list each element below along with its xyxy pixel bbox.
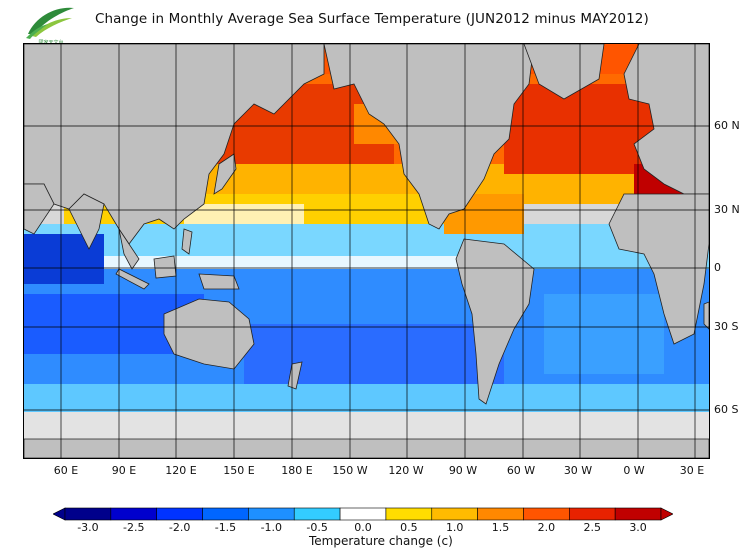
land-australia bbox=[163, 298, 255, 370]
land-layer bbox=[24, 44, 709, 458]
lon-label-90w: 90 W bbox=[448, 464, 478, 477]
land-new-zealand bbox=[287, 361, 303, 390]
colorbar-tick-label: 1.0 bbox=[445, 521, 464, 534]
colorbar-tick-label: 2.0 bbox=[537, 521, 556, 534]
land-europe bbox=[623, 44, 709, 195]
land-asia bbox=[24, 44, 325, 245]
colorbar-tick-label: 3.0 bbox=[629, 521, 647, 534]
observatory-logo: 國家天文台 bbox=[22, 4, 80, 46]
colorbar-swatch bbox=[64, 507, 112, 521]
land-philippines bbox=[181, 228, 193, 255]
map-canvas bbox=[24, 44, 709, 458]
lon-label-120e: 120 E bbox=[165, 464, 197, 477]
land-north-america bbox=[323, 44, 535, 230]
colorbar-tick-label: -1.0 bbox=[260, 521, 283, 534]
colorbar-swatch bbox=[523, 507, 570, 521]
colorbar-tick-label: 1.5 bbox=[491, 521, 510, 534]
svg-text:國家天文台: 國家天文台 bbox=[38, 39, 63, 46]
land-africa bbox=[608, 193, 709, 345]
land-new-guinea bbox=[198, 273, 240, 290]
lat-label-30s: 30 S bbox=[714, 320, 739, 333]
colorbar-swatch bbox=[385, 507, 433, 521]
colorbar-tick-label: -0.5 bbox=[306, 521, 328, 534]
lon-label-0w: 0 W bbox=[623, 464, 645, 477]
lon-label-120w: 120 W bbox=[388, 464, 424, 477]
colorbar-swatch bbox=[569, 507, 616, 521]
land-india bbox=[68, 193, 105, 250]
lon-label-60w: 60 W bbox=[506, 464, 536, 477]
lat-label-30n: 30 N bbox=[714, 203, 740, 216]
graticule bbox=[24, 44, 709, 458]
colorbar-swatch bbox=[477, 507, 524, 521]
colorbar-title: Temperature change (c) bbox=[309, 534, 453, 548]
colorbar-tick-label: -2.0 bbox=[168, 521, 191, 534]
colorbar-swatch bbox=[339, 507, 387, 521]
colorbar-tick-label: -1.5 bbox=[214, 521, 237, 534]
south-pacific-cold bbox=[244, 324, 504, 394]
lon-label-150w: 150 W bbox=[332, 464, 368, 477]
colorbar-swatch bbox=[248, 507, 295, 521]
land-antarctica bbox=[24, 438, 709, 458]
lat-label-60s: 60 S bbox=[714, 403, 739, 416]
lon-label-180e: 180 E bbox=[281, 464, 313, 477]
sst-change-map bbox=[23, 43, 710, 459]
colorbar-swatch bbox=[293, 507, 341, 521]
lon-label-30e: 30 E bbox=[679, 464, 705, 477]
land-sumatra bbox=[115, 268, 150, 290]
lon-label-150e: 150 E bbox=[223, 464, 255, 477]
chart-title: Change in Monthly Average Sea Surface Te… bbox=[95, 11, 649, 27]
colorbar-tick-label: 0.0 bbox=[354, 521, 372, 534]
land-indochina bbox=[118, 228, 140, 270]
leaf-swoosh-logo-icon: 國家天文台 bbox=[26, 7, 74, 46]
land-japan bbox=[213, 153, 237, 195]
lon-label-30w: 30 W bbox=[563, 464, 593, 477]
south-atlantic bbox=[544, 294, 664, 374]
colorbar-swatch bbox=[110, 507, 157, 521]
land-south-america bbox=[455, 238, 535, 405]
lat-label-equator: 0 bbox=[714, 261, 721, 274]
lon-label-60e: 60 E bbox=[53, 464, 79, 477]
southern-ocean-light bbox=[24, 384, 709, 414]
colorbar-max-arrow bbox=[660, 507, 673, 521]
colorbar-min-arrow bbox=[53, 507, 66, 521]
land-borneo bbox=[153, 255, 177, 279]
lon-label-90e: 90 E bbox=[111, 464, 137, 477]
colorbar-swatch bbox=[614, 507, 662, 521]
colorbar-tick-label: 2.5 bbox=[583, 521, 601, 534]
temperature-colorbar bbox=[53, 507, 673, 521]
land-greenland bbox=[523, 44, 605, 100]
land-madagascar bbox=[703, 301, 709, 330]
land-arabia bbox=[24, 183, 55, 235]
colorbar-tick-label: -2.5 bbox=[123, 521, 145, 534]
colorbar-tick-label: 0.5 bbox=[400, 521, 418, 534]
colorbar-swatch bbox=[156, 507, 203, 521]
colorbar-swatch bbox=[202, 507, 249, 521]
colorbar-swatch bbox=[431, 507, 478, 521]
lat-label-60n: 60 N bbox=[714, 119, 740, 132]
colorbar-tick-label: -3.0 bbox=[77, 521, 99, 534]
